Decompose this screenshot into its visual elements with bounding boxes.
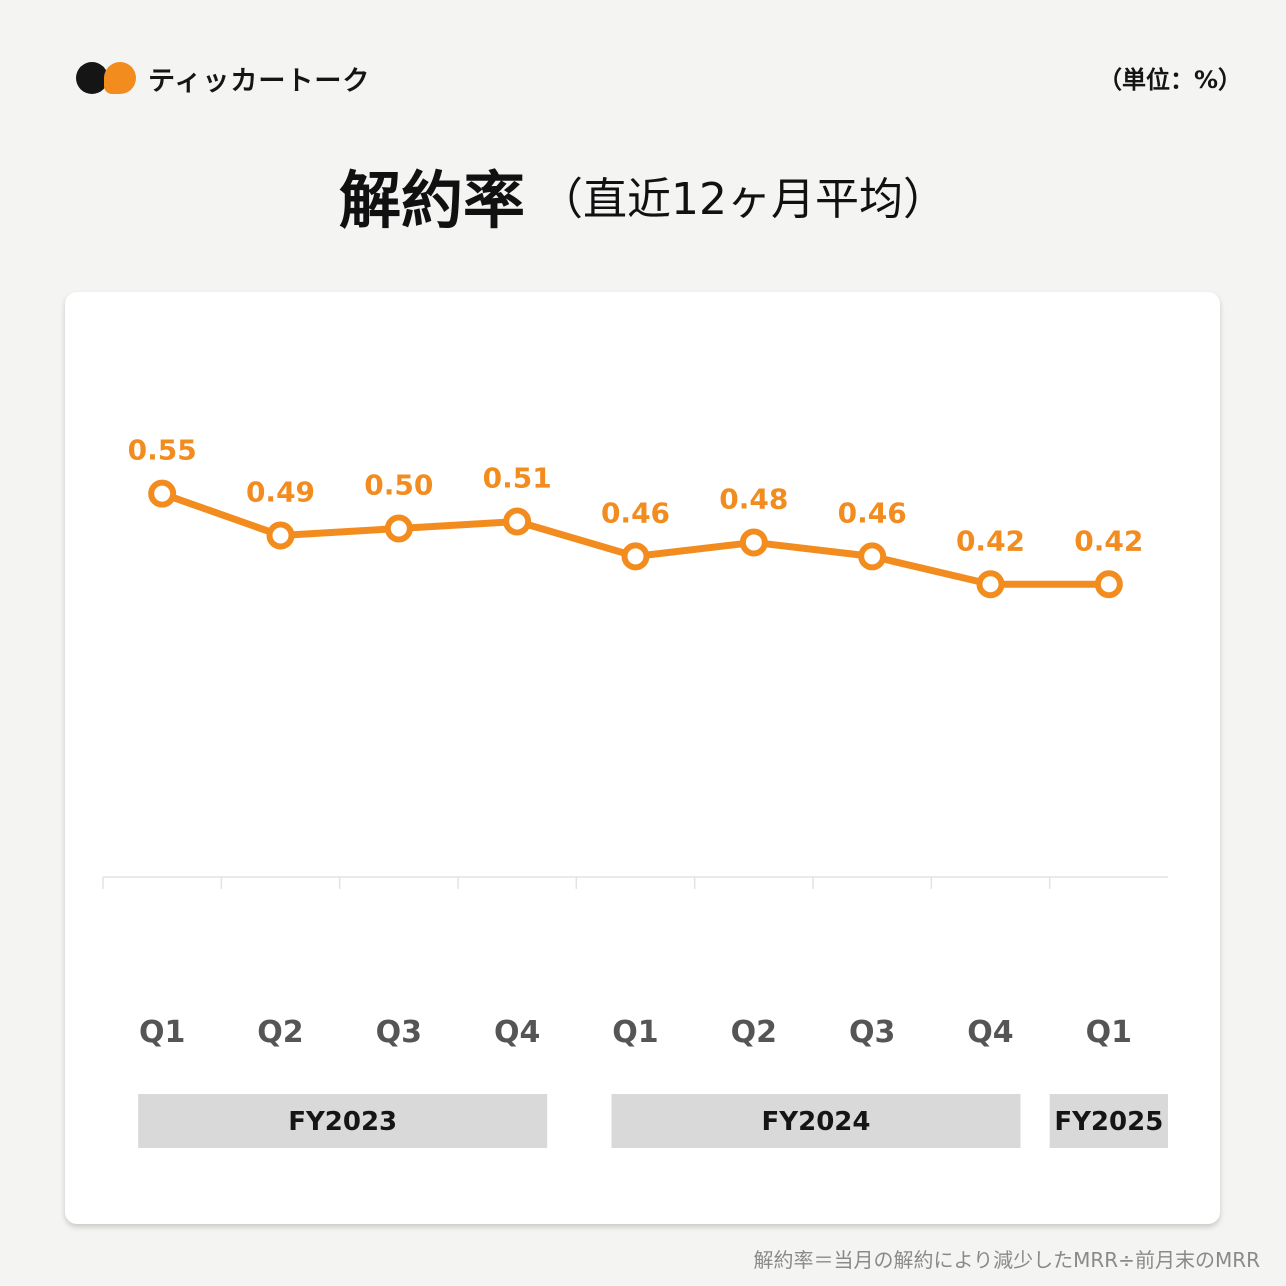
x-tick-label: Q3 <box>849 1015 895 1050</box>
data-label: 0.49 <box>246 475 315 508</box>
data-label: 0.46 <box>601 496 670 529</box>
x-tick-label: Q4 <box>494 1015 540 1050</box>
data-label: 0.48 <box>719 482 788 515</box>
x-tick-label: Q3 <box>376 1015 422 1050</box>
x-tick-label: Q1 <box>139 1015 185 1050</box>
x-tick-label: Q2 <box>257 1015 303 1050</box>
data-label: 0.50 <box>364 469 433 502</box>
data-point <box>384 514 413 543</box>
data-label: 0.46 <box>838 496 907 529</box>
data-label: 0.42 <box>956 524 1025 557</box>
churn-line-chart: 0.55 0.49 0.50 0.51 0.46 0.48 0.46 0.42 0.42 Q1 Q2… <box>102 434 1168 1148</box>
unit-label: （単位：%） <box>1097 66 1242 94</box>
data-point <box>976 570 1005 599</box>
fiscal-year-label: FY2023 <box>288 1107 397 1137</box>
logo-mark-icon <box>76 58 138 98</box>
fiscal-year-band <box>1049 1094 1168 1148</box>
chart-card: 0.55 0.49 0.50 0.51 0.46 0.48 0.46 0.42 0.42 Q1 Q2… <box>65 292 1220 1224</box>
title-main: 解約率 <box>338 164 525 237</box>
fiscal-year-band <box>138 1094 548 1148</box>
brand-name: ティッカートーク <box>148 65 371 97</box>
data-point <box>503 507 532 536</box>
x-tick-label: Q2 <box>731 1015 777 1050</box>
data-point <box>739 528 768 557</box>
data-point <box>858 542 887 571</box>
data-point <box>148 479 177 508</box>
x-tick-label: Q1 <box>1086 1015 1132 1050</box>
x-tick-label: Q1 <box>612 1015 658 1050</box>
fiscal-year-band <box>611 1094 1021 1148</box>
footnote: 解約率＝当月の解約により減少したMRR÷前月末のMRR <box>753 1248 1260 1272</box>
fiscal-year-label: FY2024 <box>762 1107 871 1137</box>
data-label: 0.42 <box>1074 524 1143 557</box>
data-label: 0.55 <box>128 434 197 467</box>
fiscal-year-label: FY2025 <box>1054 1107 1163 1137</box>
data-point <box>1094 570 1123 599</box>
title-sub: （直近12ヶ月平均） <box>539 174 947 225</box>
page-title: 解約率 （直近12ヶ月平均） <box>0 150 1286 240</box>
x-tick-label: Q4 <box>967 1015 1013 1050</box>
data-point <box>266 521 295 550</box>
data-point <box>621 542 650 571</box>
data-label: 0.51 <box>483 462 552 495</box>
brand-logo: ティッカートーク <box>76 58 370 98</box>
